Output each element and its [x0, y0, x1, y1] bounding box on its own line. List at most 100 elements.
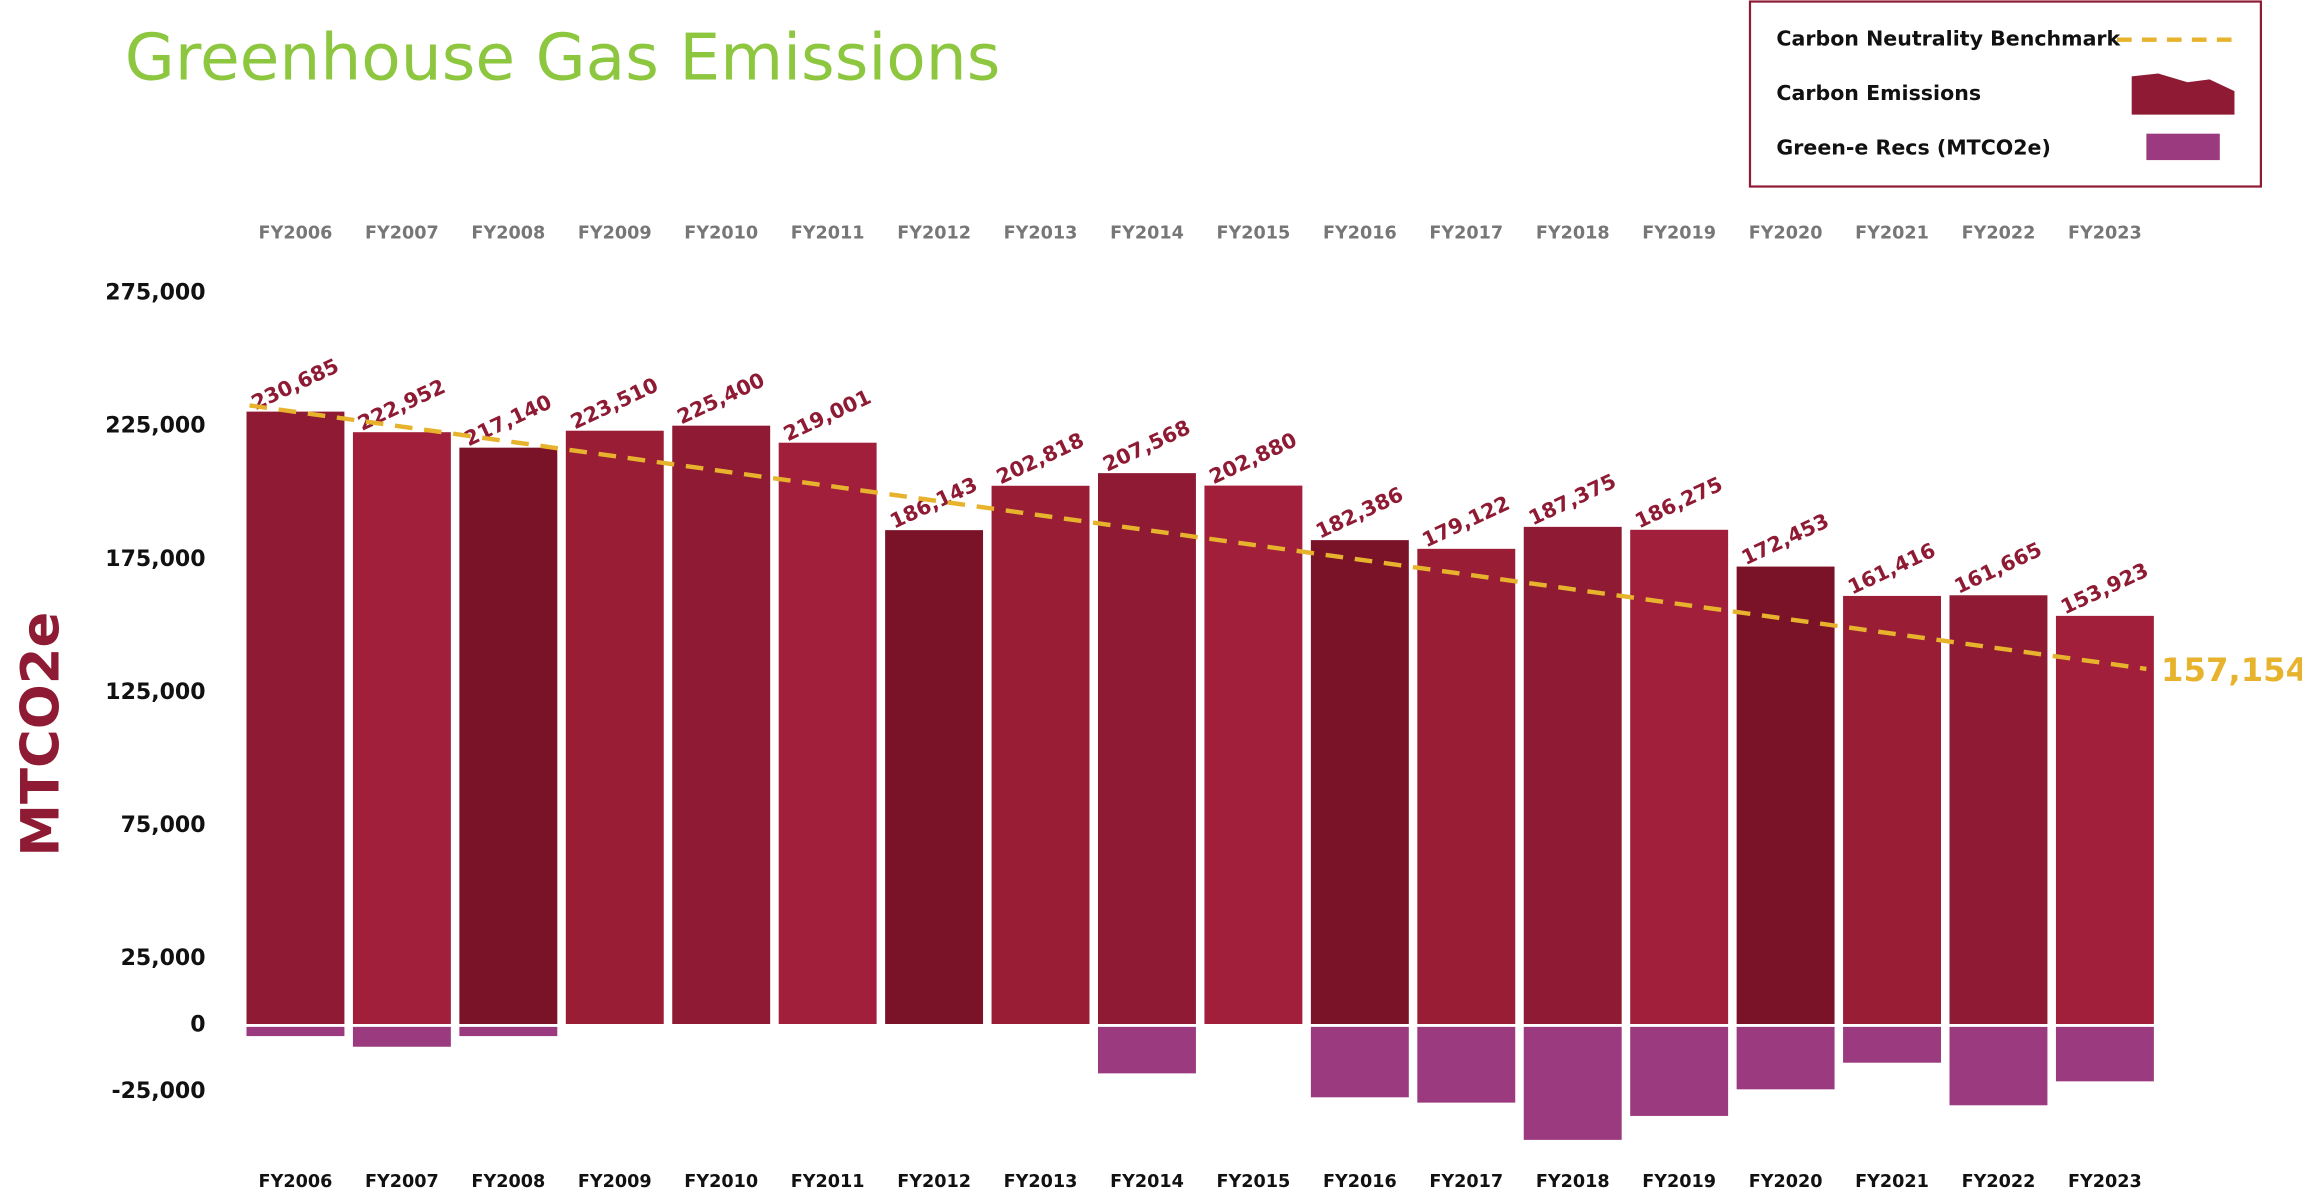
- x-tick-label: FY2015: [1217, 1172, 1291, 1192]
- data-label: 202,818: [993, 428, 1088, 489]
- x-tick-label: FY2019: [1642, 1172, 1716, 1192]
- data-label: 161,416: [1844, 538, 1939, 599]
- y-tick-label: 125,000: [105, 680, 205, 705]
- legend-label: Green-e Recs (MTCO2e): [1776, 135, 2050, 159]
- data-label: 207,568: [1099, 415, 1194, 476]
- data-label: 202,880: [1205, 428, 1300, 489]
- x-tick-label-top: FY2013: [1004, 224, 1078, 244]
- y-tick-label: 175,000: [105, 547, 205, 572]
- data-label: 172,453: [1738, 509, 1833, 570]
- y-axis-label: MTCO2e: [11, 612, 72, 857]
- green-e-bar: [1736, 1025, 1835, 1090]
- emission-bar: [1310, 540, 1409, 1026]
- green-e-bar: [246, 1025, 345, 1037]
- data-label: 179,122: [1418, 491, 1513, 552]
- green-e-bar: [2055, 1025, 2154, 1082]
- x-tick-label-top: FY2007: [365, 224, 439, 244]
- emission-bar: [1204, 485, 1303, 1026]
- emission-bar: [459, 447, 558, 1026]
- data-label: 217,140: [460, 390, 555, 451]
- y-tick-label: -25,000: [111, 1079, 205, 1104]
- emission-bar: [1523, 526, 1622, 1026]
- x-tick-label-top: FY2020: [1749, 224, 1823, 244]
- x-tick-label-top: FY2011: [791, 224, 865, 244]
- data-label: 187,375: [1525, 469, 1620, 530]
- x-tick-label-top: FY2008: [471, 224, 545, 244]
- legend-label: Carbon Neutrality Benchmark: [1776, 27, 2121, 51]
- x-tick-label-top: FY2023: [2068, 224, 2142, 244]
- y-tick-label: 225,000: [105, 414, 205, 439]
- x-tick-label: FY2012: [897, 1172, 971, 1192]
- data-label: 225,400: [673, 368, 768, 429]
- green-e-bar: [1949, 1025, 2048, 1106]
- legend-swatch: [2146, 133, 2220, 161]
- x-tick-label-top: FY2009: [578, 224, 652, 244]
- emission-bar: [565, 430, 664, 1026]
- x-tick-label: FY2009: [578, 1172, 652, 1192]
- x-tick-label: FY2016: [1323, 1172, 1397, 1192]
- emission-bar: [1098, 473, 1196, 1026]
- x-tick-label-top: FY2019: [1642, 224, 1716, 244]
- x-tick-label-top: FY2022: [1962, 224, 2036, 244]
- emission-bar: [2055, 615, 2154, 1026]
- data-label: 186,143: [886, 472, 981, 533]
- emission-bar: [1736, 566, 1835, 1026]
- green-e-bar: [1843, 1025, 1941, 1063]
- x-tick-label-top: FY2016: [1323, 224, 1397, 244]
- x-tick-label: FY2017: [1429, 1172, 1503, 1192]
- y-tick-label: 0: [190, 1012, 205, 1037]
- green-e-bar: [352, 1025, 451, 1047]
- x-tick-label-top: FY2015: [1217, 224, 1291, 244]
- green-e-bar: [1310, 1025, 1409, 1098]
- data-label: 186,275: [1631, 472, 1726, 533]
- data-label: 161,665: [1951, 537, 2046, 598]
- emission-bar: [885, 530, 984, 1026]
- y-tick-label: 75,000: [121, 813, 206, 838]
- x-tick-label: FY2020: [1749, 1172, 1823, 1192]
- x-tick-label: FY2022: [1962, 1172, 2036, 1192]
- x-tick-label: FY2008: [471, 1172, 545, 1192]
- x-tick-label: FY2018: [1536, 1172, 1610, 1192]
- emission-bar: [1630, 529, 1729, 1026]
- x-tick-label: FY2010: [684, 1172, 758, 1192]
- y-tick-label: 275,000: [105, 281, 205, 306]
- emission-bar: [991, 485, 1090, 1026]
- data-label: 153,923: [2057, 558, 2152, 619]
- x-tick-label-top: FY2010: [684, 224, 758, 244]
- benchmark-line: [249, 403, 2147, 672]
- x-tick-label: FY2013: [1004, 1172, 1078, 1192]
- x-tick-label: FY2007: [365, 1172, 439, 1192]
- x-tick-label: FY2021: [1855, 1172, 1929, 1192]
- emission-bar: [672, 425, 771, 1026]
- x-tick-label: FY2014: [1110, 1172, 1184, 1192]
- emission-bar: [1843, 595, 1941, 1026]
- green-e-bar: [1523, 1025, 1622, 1140]
- emission-bar: [1417, 548, 1516, 1026]
- x-tick-label-top: FY2014: [1110, 224, 1184, 244]
- x-tick-label-top: FY2021: [1855, 224, 1929, 244]
- emission-bar: [246, 411, 345, 1026]
- data-label: 182,386: [1312, 482, 1407, 543]
- green-e-bar: [1417, 1025, 1516, 1103]
- emission-bar: [352, 432, 451, 1026]
- green-e-bar: [1630, 1025, 1729, 1116]
- x-tick-label: FY2006: [259, 1172, 333, 1192]
- emission-bar: [1949, 595, 2048, 1026]
- data-label: 219,001: [780, 385, 875, 446]
- legend-swatch: [2131, 73, 2235, 115]
- green-e-bar: [459, 1025, 558, 1037]
- benchmark-label: 157,154: [2161, 651, 2302, 689]
- x-tick-label-top: FY2006: [259, 224, 333, 244]
- green-e-bar: [1098, 1025, 1196, 1074]
- x-tick-label-top: FY2017: [1429, 224, 1503, 244]
- x-tick-label: FY2011: [791, 1172, 865, 1192]
- chart-title: Greenhouse Gas Emissions: [125, 20, 1001, 95]
- legend-label: Carbon Emissions: [1776, 81, 1981, 105]
- y-tick-label: 25,000: [121, 946, 206, 971]
- x-tick-label: FY2023: [2068, 1172, 2142, 1192]
- x-tick-label-top: FY2018: [1536, 224, 1610, 244]
- data-label: 223,510: [567, 373, 662, 434]
- x-tick-label-top: FY2012: [897, 224, 971, 244]
